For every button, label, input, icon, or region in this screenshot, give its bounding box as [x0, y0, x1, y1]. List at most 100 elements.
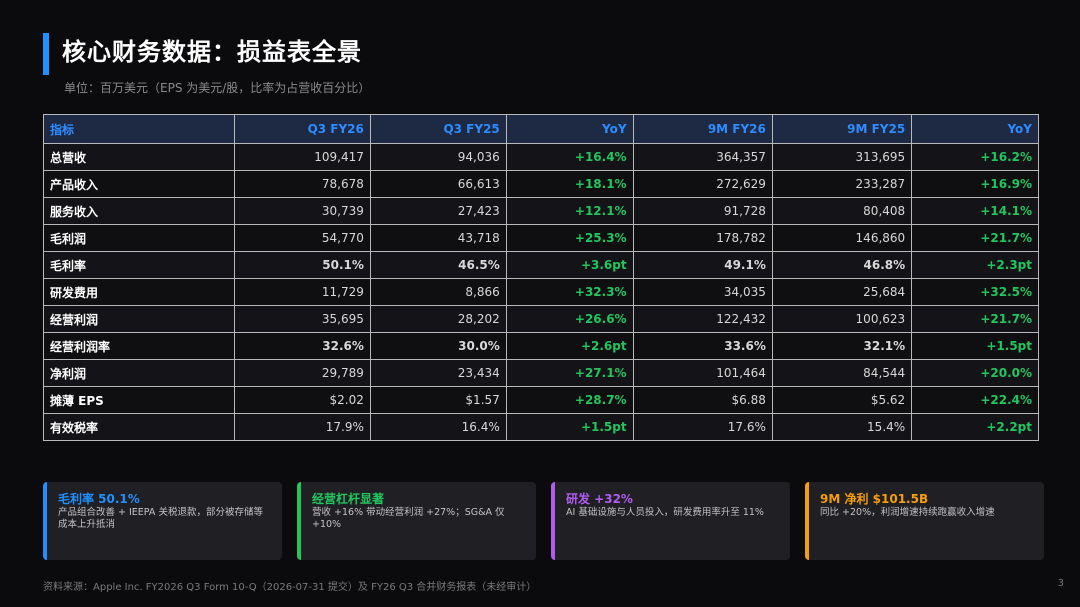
highlight-cards: 毛利率 50.1% 产品组合改善 + IEEPA 关税退款，部分被存储等成本上升… — [43, 482, 1044, 560]
value-cell: $1.57 — [369, 386, 507, 414]
value-cell: 233,287 — [771, 170, 913, 198]
page-title: 核心财务数据：损益表全景 — [62, 38, 362, 66]
row-label: 毛利率 — [43, 251, 235, 279]
card-body: 产品组合改善 + IEEPA 关税退款，部分被存储等成本上升抵消 — [58, 507, 263, 530]
value-cell: 54,770 — [234, 224, 371, 252]
card-body: 同比 +20%，利润增速持续跑赢收入增速 — [820, 507, 995, 518]
yoy-cell: +32.5% — [911, 278, 1039, 306]
source-note: 资料来源：Apple Inc. FY2026 Q3 Form 10-Q（2026… — [43, 582, 537, 593]
yoy-cell: +16.2% — [911, 143, 1039, 171]
value-cell: 50.1% — [234, 251, 371, 279]
page-number: 3 — [1057, 578, 1064, 589]
yoy-cell: +14.1% — [911, 197, 1039, 225]
value-cell: 94,036 — [369, 143, 507, 171]
yoy-cell: +21.7% — [911, 224, 1039, 252]
yoy-cell: +27.1% — [505, 359, 634, 387]
value-cell: 30.0% — [369, 332, 507, 360]
card-accent-bar — [805, 482, 809, 560]
column-header: 9M FY25 — [771, 114, 913, 144]
row-label: 服务收入 — [43, 197, 235, 225]
value-cell: 46.8% — [771, 251, 913, 279]
card-title: 经营杠杆显著 — [312, 492, 385, 506]
value-cell: 364,357 — [632, 143, 773, 171]
yoy-cell: +16.4% — [505, 143, 634, 171]
table-row: 经营利润率 32.6% 30.0% +2.6pt 33.6% 32.1% +1.5pt — [43, 332, 1039, 360]
value-cell: 33.6% — [632, 332, 773, 360]
card-title: 研发 +32% — [566, 492, 633, 506]
value-cell: 122,432 — [632, 305, 773, 333]
card-accent-bar — [551, 482, 555, 560]
value-cell: 272,629 — [632, 170, 773, 198]
value-cell: 27,423 — [369, 197, 507, 225]
column-header: YoY — [505, 114, 634, 144]
highlight-card: 经营杠杆显著 营收 +16% 带动经营利润 +27%；SG&A 仅 +10% — [297, 482, 536, 560]
yoy-cell: +20.0% — [911, 359, 1039, 387]
row-label: 研发费用 — [43, 278, 235, 306]
value-cell: 17.6% — [632, 413, 773, 441]
row-label: 经营利润 — [43, 305, 235, 333]
value-cell: 91,728 — [632, 197, 773, 225]
yoy-cell: +22.4% — [911, 386, 1039, 414]
value-cell: 23,434 — [369, 359, 507, 387]
value-cell: 146,860 — [771, 224, 913, 252]
value-cell: 78,678 — [234, 170, 371, 198]
yoy-cell: +12.1% — [505, 197, 634, 225]
value-cell: $2.02 — [234, 386, 371, 414]
value-cell: 32.1% — [771, 332, 913, 360]
table-row: 产品收入 78,678 66,613 +18.1% 272,629 233,287 +16.… — [43, 170, 1039, 198]
card-title: 毛利率 50.1% — [58, 492, 140, 506]
highlight-card: 毛利率 50.1% 产品组合改善 + IEEPA 关税退款，部分被存储等成本上升… — [43, 482, 282, 560]
column-header: Q3 FY25 — [369, 114, 507, 144]
card-body: AI 基础设施与人员投入，研发费用率升至 11% — [566, 507, 764, 518]
table-row: 有效税率 17.9% 16.4% +1.5pt 17.6% 15.4% +2.2pt — [43, 413, 1039, 441]
table-row: 毛利率 50.1% 46.5% +3.6pt 49.1% 46.8% +2.3pt — [43, 251, 1039, 279]
yoy-cell: +16.9% — [911, 170, 1039, 198]
yoy-cell: +32.3% — [505, 278, 634, 306]
value-cell: 49.1% — [632, 251, 773, 279]
value-cell: 17.9% — [234, 413, 371, 441]
card-accent-bar — [43, 482, 47, 560]
value-cell: 313,695 — [771, 143, 913, 171]
card-title: 9M 净利 $101.5B — [820, 492, 929, 506]
value-cell: 30,739 — [234, 197, 371, 225]
table-header-row: 指标 Q3 FY26 Q3 FY25 YoY 9M FY26 9M FY25 Y… — [43, 114, 1039, 144]
row-label: 产品收入 — [43, 170, 235, 198]
value-cell: 15.4% — [771, 413, 913, 441]
value-cell: 29,789 — [234, 359, 371, 387]
table-row: 净利润 29,789 23,434 +27.1% 101,464 84,544 +20.0% — [43, 359, 1039, 387]
column-header: YoY — [911, 114, 1039, 144]
yoy-cell: +21.7% — [911, 305, 1039, 333]
row-label: 经营利润率 — [43, 332, 235, 360]
yoy-cell: +1.5pt — [505, 413, 634, 441]
yoy-cell: +1.5pt — [911, 332, 1039, 360]
column-header: 指标 — [43, 114, 235, 144]
table-row: 经营利润 35,695 28,202 +26.6% 122,432 100,623 +21.… — [43, 305, 1039, 333]
table-row: 研发费用 11,729 8,866 +32.3% 34,035 25,684 +32.5% — [43, 278, 1039, 306]
table-row: 服务收入 30,739 27,423 +12.1% 91,728 80,408 +14.1% — [43, 197, 1039, 225]
page-subtitle: 单位：百万美元（EPS 为美元/股，比率为占营收百分比） — [64, 81, 371, 95]
value-cell: 25,684 — [771, 278, 913, 306]
yoy-cell: +2.2pt — [911, 413, 1039, 441]
value-cell: 46.5% — [369, 251, 507, 279]
yoy-cell: +2.3pt — [911, 251, 1039, 279]
row-label: 摊薄 EPS — [43, 386, 235, 414]
value-cell: 43,718 — [369, 224, 507, 252]
value-cell: $5.62 — [771, 386, 913, 414]
table-row: 毛利润 54,770 43,718 +25.3% 178,782 146,860 +21.7… — [43, 224, 1039, 252]
value-cell: 100,623 — [771, 305, 913, 333]
highlight-card: 9M 净利 $101.5B 同比 +20%，利润增速持续跑赢收入增速 — [805, 482, 1044, 560]
value-cell: $6.88 — [632, 386, 773, 414]
column-header: 9M FY26 — [632, 114, 773, 144]
value-cell: 35,695 — [234, 305, 371, 333]
value-cell: 16.4% — [369, 413, 507, 441]
card-body: 营收 +16% 带动经营利润 +27%；SG&A 仅 +10% — [312, 507, 505, 530]
value-cell: 84,544 — [771, 359, 913, 387]
row-label: 有效税率 — [43, 413, 235, 441]
row-label: 净利润 — [43, 359, 235, 387]
row-label: 总营收 — [43, 143, 235, 171]
yoy-cell: +25.3% — [505, 224, 634, 252]
value-cell: 11,729 — [234, 278, 371, 306]
yoy-cell: +18.1% — [505, 170, 634, 198]
table-row: 摊薄 EPS $2.02 $1.57 +28.7% $6.88 $5.62 +22.4% — [43, 386, 1039, 414]
value-cell: 101,464 — [632, 359, 773, 387]
